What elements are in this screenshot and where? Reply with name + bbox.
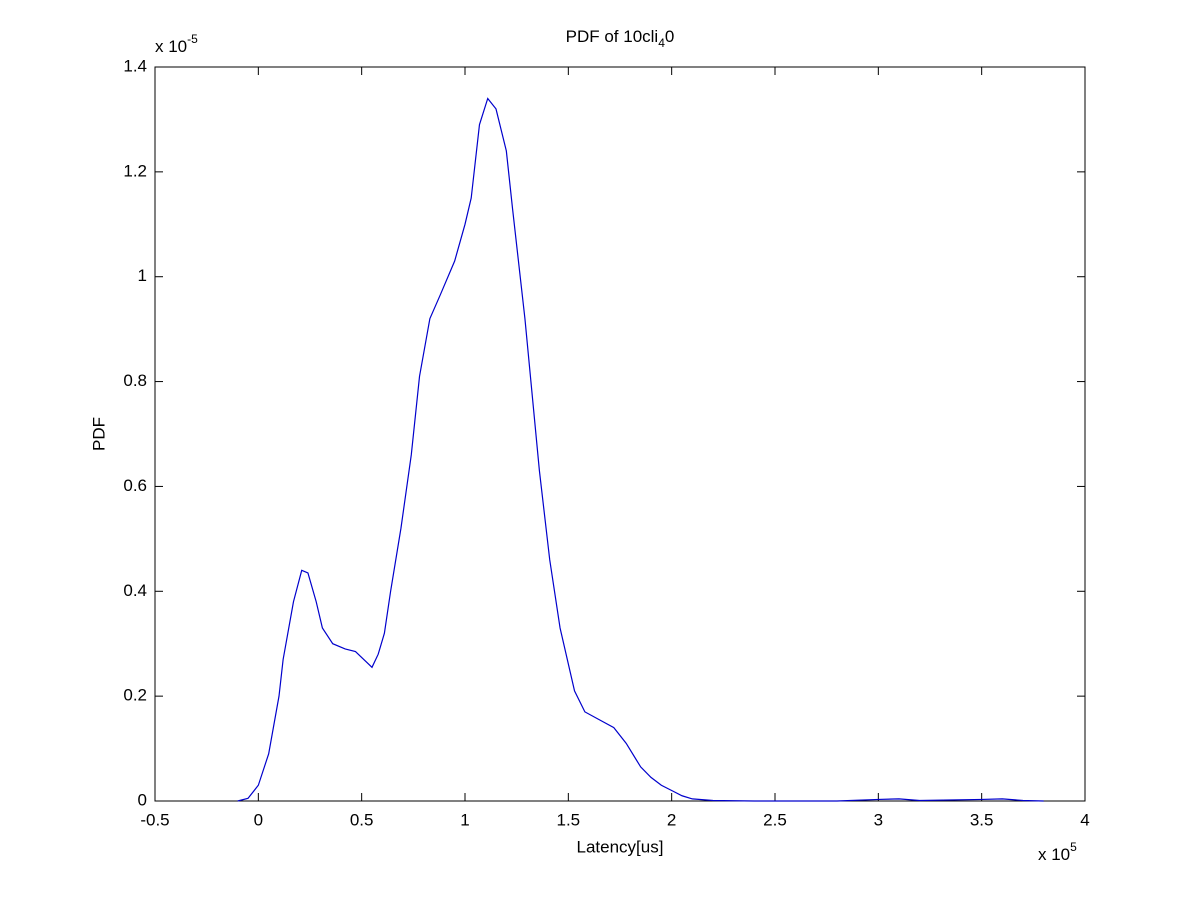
- x-tick-label: 3.5: [970, 810, 994, 829]
- multiplier-exponent: -5: [187, 32, 198, 46]
- y-tick-label: 0.4: [123, 581, 147, 600]
- y-axis-label: PDF: [89, 417, 108, 451]
- x-tick-label: 0.5: [350, 810, 374, 829]
- y-tick-label: 0.6: [123, 476, 147, 495]
- data-line: [237, 97, 1044, 802]
- y-tick-label: 0.2: [123, 686, 147, 705]
- y-tick-label: 0: [138, 790, 147, 809]
- y-multiplier: x 10-5: [155, 32, 198, 56]
- x-tick-label: -0.5: [140, 810, 169, 829]
- y-tick-label: 1.2: [123, 161, 147, 180]
- title-text: PDF of 10cli: [566, 27, 659, 46]
- x-tick-label: 3: [874, 810, 883, 829]
- x-multiplier: x 105: [1038, 840, 1077, 864]
- x-tick-label: 0: [254, 810, 263, 829]
- y-tick-label: 0.8: [123, 371, 147, 390]
- multiplier-base: x 10: [1038, 845, 1070, 864]
- x-tick-label: 1.5: [557, 810, 581, 829]
- y-tick-label: 1: [138, 266, 147, 285]
- x-tick-label: 2: [667, 810, 676, 829]
- multiplier-base: x 10: [155, 37, 187, 56]
- x-tick-label: 2.5: [763, 810, 787, 829]
- title-subscript: 4: [658, 36, 665, 50]
- x-axis-label: Latency[us]: [577, 837, 664, 856]
- title-text: 0: [665, 27, 674, 46]
- multiplier-exponent: 5: [1070, 840, 1077, 854]
- x-tick-label: 4: [1080, 810, 1089, 829]
- x-tick-label: 1: [460, 810, 469, 829]
- y-tick-label: 1.4: [123, 56, 147, 75]
- plot-area: [154, 66, 1086, 802]
- chart-title: PDF of 10cli40: [566, 27, 675, 50]
